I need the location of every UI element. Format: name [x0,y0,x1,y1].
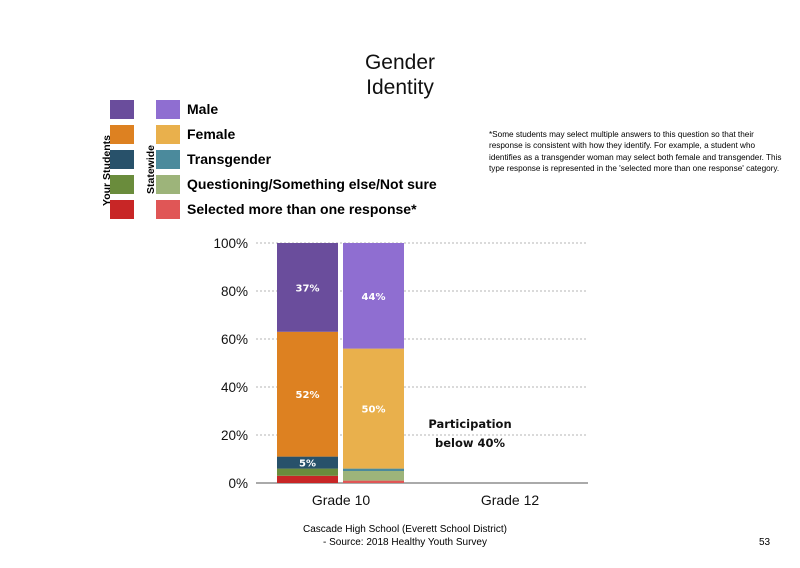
bar-label-statewide-female: 50% [362,405,386,416]
footnote: *Some students may select multiple answe… [489,130,782,174]
annotation-participation-line-1: Participation [428,417,511,431]
bar-segment-statewide-selected-more-than-one-response [343,480,404,483]
legend-swatch-state-selected-more-than-one-response [156,200,180,219]
bar-segment-statewide-male [343,243,404,349]
legend-label-male: Male [187,101,219,117]
bar-segment-your-students-male [277,243,338,332]
bar-segment-your-students-selected-more-than-one-response [277,475,338,483]
legend-swatch-your-selected-more-than-one-response [110,200,134,219]
chart-title: Gender Identity [330,50,470,100]
legend-swatch-state-female [156,125,180,144]
legend-swatch-your-transgender [110,150,134,169]
legend-label-female: Female [187,126,236,142]
legend-swatch-state-transgender [156,150,180,169]
legend-swatch-your-female [110,125,134,144]
footer-school: Cascade High School (Everett School Dist… [303,524,507,535]
title-line-1: Gender [364,51,436,74]
bar-segment-statewide-questioning-something-else-not-sure [343,471,404,481]
legend-label-transgender: Transgender [187,151,272,167]
y-tick-100: 100% [213,236,248,251]
legend-swatch-your-male [110,100,134,119]
legend-label-questioning-something-else-not-sure: Questioning/Something else/Not sure [187,176,437,192]
y-tick-60: 60% [221,332,248,347]
bar-segment-your-students-female [277,331,338,457]
x-category-grade-10: Grade 10 [312,492,371,508]
bar-segment-your-students-questioning-something-else-not-sure [277,468,338,476]
footer-source: - Source: 2018 Healthy Youth Survey [323,537,487,548]
footer: Cascade High School (Everett School Dist… [260,523,550,549]
page-number: 53 [759,537,771,548]
bar-label-your-students-male: 37% [296,283,320,294]
bar-label-your-students-female: 52% [296,390,320,401]
bar-segment-statewide-transgender [343,468,404,471]
legend-swatch-your-questioning-something-else-not-sure [110,175,134,194]
legend-swatch-state-male [156,100,180,119]
y-tick-40: 40% [221,380,248,395]
legend-swatch-state-questioning-something-else-not-sure [156,175,180,194]
x-category-grade-12: Grade 12 [481,492,540,508]
title-line-2: Identity [366,76,434,99]
y-tick-0: 0% [228,476,248,491]
annotation-participation-line-2: below 40% [435,436,506,450]
bar-label-your-students-transgender: 5% [299,459,316,470]
y-tick-20: 20% [221,428,248,443]
y-tick-80: 80% [221,284,248,299]
bar-segment-statewide-female [343,348,404,469]
legend-label-selected-more-than-one-response: Selected more than one response* [187,201,417,217]
bar-label-statewide-male: 44% [362,292,386,303]
bar-segment-your-students-transgender [277,456,338,469]
